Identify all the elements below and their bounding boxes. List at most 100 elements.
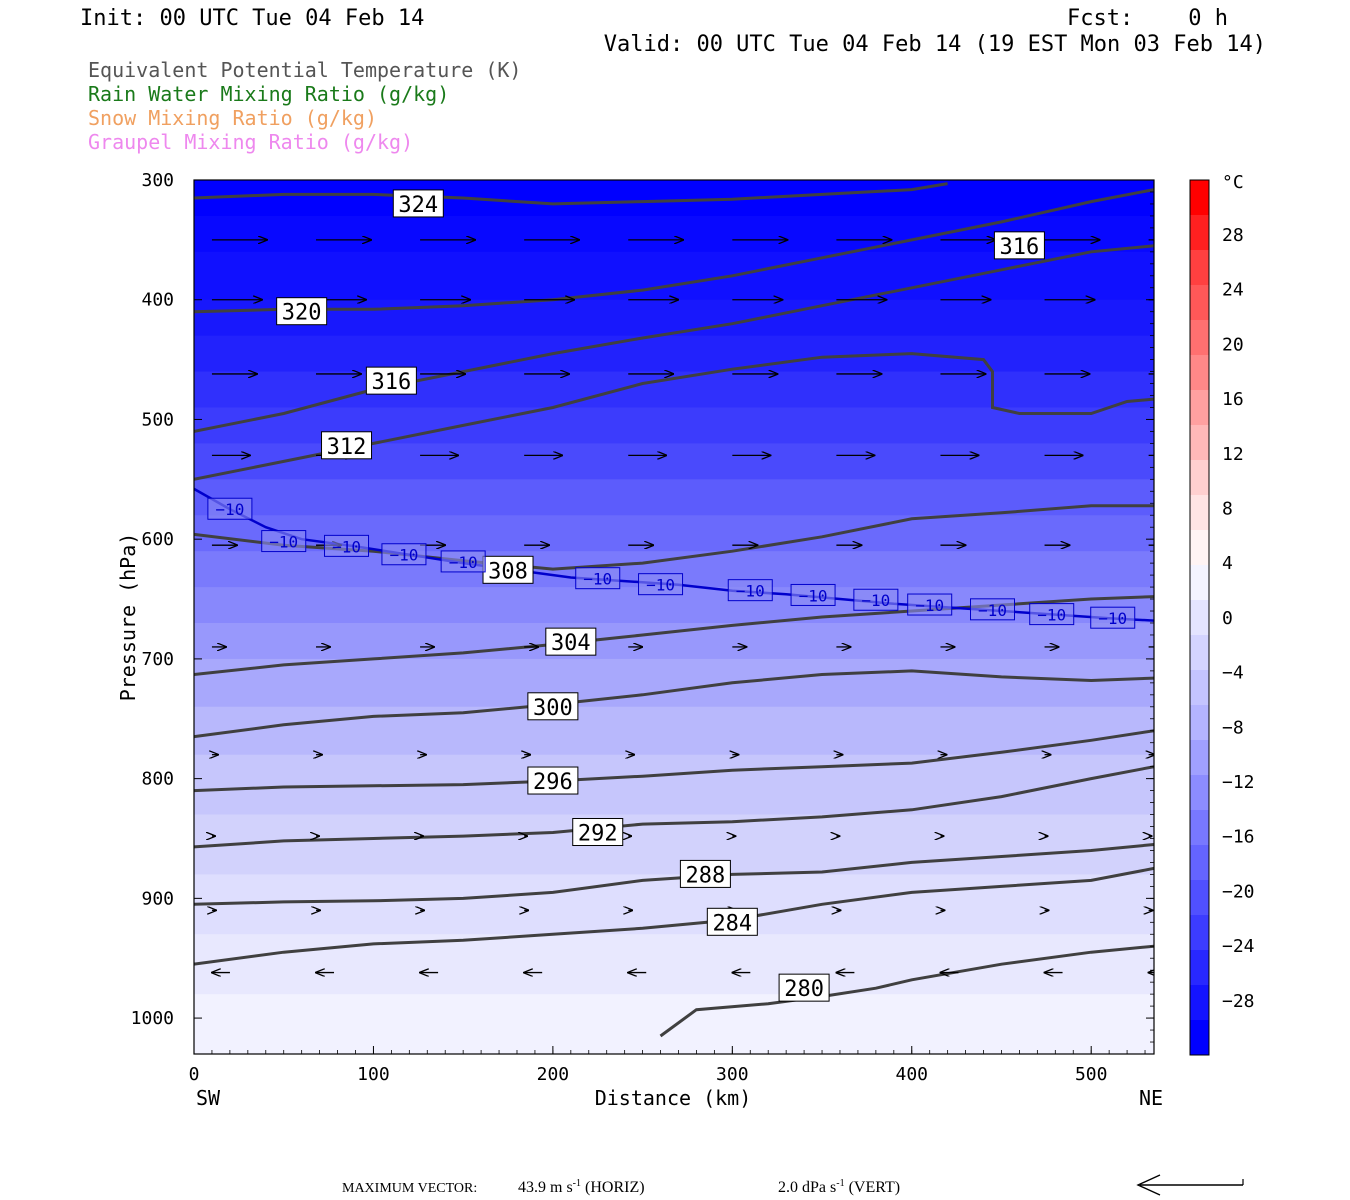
isotherm-label: −10 bbox=[790, 583, 836, 606]
fill-band bbox=[194, 335, 1154, 373]
theta-e-line-304 bbox=[194, 595, 1154, 676]
svg-text:312: 312 bbox=[327, 435, 367, 460]
isotherm-label: −10 bbox=[1090, 606, 1136, 629]
colorbar-unit: °C bbox=[1222, 172, 1244, 193]
theta-e-label-284: 284 bbox=[706, 907, 758, 936]
svg-text:300: 300 bbox=[533, 696, 573, 721]
colorbar-swatch bbox=[1190, 390, 1209, 426]
fill-band bbox=[194, 706, 1154, 756]
isotherm-label: −10 bbox=[638, 573, 684, 596]
theta-e-label-308: 308 bbox=[482, 555, 534, 584]
svg-text:284: 284 bbox=[712, 911, 752, 936]
y-tick-label: 300 bbox=[141, 170, 174, 191]
colorbar-swatch bbox=[1190, 600, 1209, 636]
y-tick-label: 800 bbox=[141, 769, 174, 790]
fill-band bbox=[194, 934, 1154, 996]
theta-e-label-316: 316 bbox=[993, 231, 1045, 260]
svg-text:−10: −10 bbox=[646, 576, 675, 595]
theta-e-label-296: 296 bbox=[527, 766, 579, 795]
forecast-label: Fcst: bbox=[1067, 6, 1133, 31]
x-tick-label: 100 bbox=[357, 1064, 390, 1085]
svg-text:−10: −10 bbox=[449, 553, 478, 572]
theta-e-line-320 bbox=[194, 188, 1154, 314]
theta-e-label-324: 324 bbox=[392, 189, 444, 218]
svg-text:−10: −10 bbox=[269, 533, 298, 552]
colorbar-swatch bbox=[1190, 355, 1209, 391]
svg-text:−10: −10 bbox=[736, 582, 765, 601]
svg-text:324: 324 bbox=[398, 193, 438, 218]
colorbar-swatch bbox=[1190, 705, 1209, 741]
isotherm-label: −10 bbox=[440, 550, 486, 573]
x-tick-label: 200 bbox=[537, 1064, 570, 1085]
isotherm-label: −10 bbox=[261, 530, 307, 553]
max-vector-horiz: 43.9 m s-1 (HORIZ) bbox=[518, 1178, 645, 1196]
theta-e-label-316: 316 bbox=[365, 366, 417, 395]
contour-labels: 324 320 316 316 312 308 304 300 296 292 288 284 280 −… bbox=[207, 189, 1136, 1002]
colorbar-tick-label: 20 bbox=[1222, 334, 1244, 355]
svg-text:−10: −10 bbox=[583, 570, 612, 589]
max-vector-label: MAXIMUM VECTOR: bbox=[342, 1181, 477, 1196]
colorbar-tick-label: −20 bbox=[1222, 881, 1255, 902]
isotherm-label: −10 bbox=[907, 593, 953, 616]
colorbar-swatch bbox=[1190, 810, 1209, 846]
theta-e-line-316 bbox=[194, 244, 1154, 433]
svg-text:−10: −10 bbox=[799, 586, 828, 605]
fill-band bbox=[194, 180, 1154, 217]
isotherm-label: −10 bbox=[727, 579, 773, 602]
svg-text:−10: −10 bbox=[389, 546, 418, 565]
axes: 0 100 200 300 400 500 300 400 500 600 700 800 900 100… bbox=[131, 170, 1154, 1085]
colorbar-swatch bbox=[1190, 740, 1209, 776]
isotherm-label: −10 bbox=[381, 543, 427, 566]
svg-text:320: 320 bbox=[282, 301, 322, 326]
svg-text:−10: −10 bbox=[861, 591, 890, 610]
valid-time: Valid: 00 UTC Tue 04 Feb 14 (19 EST Mon … bbox=[604, 32, 1266, 57]
init-time: Init: 00 UTC Tue 04 Feb 14 bbox=[80, 6, 424, 31]
theta-e-line-312 bbox=[194, 352, 1154, 481]
theta-e-label-304: 304 bbox=[545, 627, 597, 656]
isotherm-label: −10 bbox=[207, 497, 253, 520]
theta-e-label-288: 288 bbox=[679, 859, 731, 888]
colorbar-frame bbox=[1189, 179, 1210, 1056]
y-tick-label: 700 bbox=[141, 649, 174, 670]
theta-e-line-296 bbox=[194, 729, 1154, 793]
colorbar: 28 24 20 16 12 8 4 0 −4 −8 −12 −16 −20 −24 −28 bbox=[1189, 179, 1255, 1056]
colorbar-swatch bbox=[1190, 775, 1209, 811]
colorbar-tick-label: −12 bbox=[1222, 772, 1255, 793]
svg-text:316: 316 bbox=[372, 370, 412, 395]
colorbar-swatch bbox=[1190, 565, 1209, 601]
wind-vectors bbox=[212, 240, 1154, 973]
svg-text:296: 296 bbox=[533, 770, 573, 795]
y-tick-label: 400 bbox=[141, 290, 174, 311]
isotherm-label: −10 bbox=[1029, 603, 1075, 626]
colorbar-swatch bbox=[1190, 180, 1209, 216]
colorbar-swatch bbox=[1190, 950, 1209, 986]
colorbar-tick-label: −24 bbox=[1222, 936, 1255, 957]
isotherm-label: −10 bbox=[575, 567, 621, 590]
theta-e-label-300: 300 bbox=[527, 692, 579, 721]
isotherm-label: −10 bbox=[970, 598, 1016, 621]
legend-theta-e: Equivalent Potential Temperature (K) bbox=[88, 58, 521, 82]
fill-band bbox=[194, 658, 1154, 708]
forecast-hour: 0 h bbox=[1188, 6, 1228, 31]
x-tick-label: 300 bbox=[716, 1064, 749, 1085]
y-tick-label: 1000 bbox=[131, 1008, 174, 1029]
svg-text:−10: −10 bbox=[1098, 609, 1127, 628]
y-tick-label: 900 bbox=[141, 888, 174, 909]
x-endpoint-right: NE bbox=[1139, 1086, 1163, 1110]
svg-text:−10: −10 bbox=[1037, 606, 1066, 625]
colorbar-swatch bbox=[1190, 1020, 1209, 1056]
colorbar-tick-label: 0 bbox=[1222, 608, 1233, 629]
fill-band bbox=[194, 299, 1154, 337]
svg-text:308: 308 bbox=[488, 559, 528, 584]
colorbar-tick-label: 12 bbox=[1222, 444, 1244, 465]
colorbar-tick-label: −16 bbox=[1222, 827, 1255, 848]
svg-text:−10: −10 bbox=[215, 500, 244, 519]
colorbar-swatch bbox=[1190, 530, 1209, 566]
colorbar-swatch bbox=[1190, 495, 1209, 531]
colorbar-tick-label: −28 bbox=[1222, 991, 1255, 1012]
svg-text:−10: −10 bbox=[332, 537, 361, 556]
colorbar-tick-label: 16 bbox=[1222, 389, 1244, 410]
svg-text:304: 304 bbox=[551, 631, 591, 656]
colorbar-swatch bbox=[1190, 985, 1209, 1021]
